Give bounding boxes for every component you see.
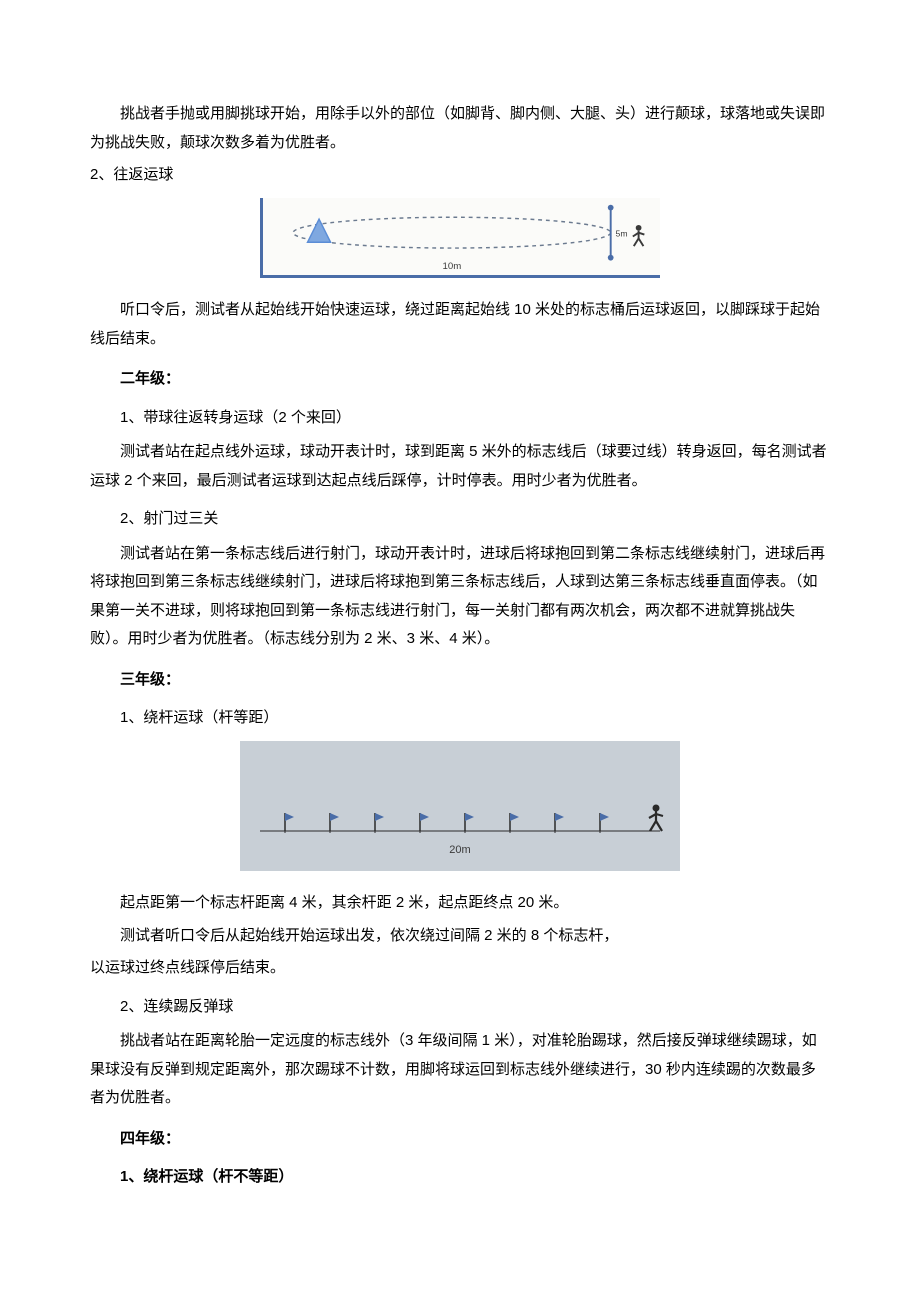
g4-item1-heading: 1、绕杆运球（杆不等距） [90,1163,830,1192]
grade-4-heading: 四年级： [90,1125,830,1154]
g2-item1-heading: 1、带球往返转身运球（2 个来回） [90,404,830,433]
g2-item1-body: 测试者站在起点线外运球，球动开表计时，球到距离 5 米外的标志线后（球要过线）转… [90,438,830,495]
flags-diagram: 20m [240,741,680,871]
svg-text:10m: 10m [443,261,462,272]
paragraph-intro: 挑战者手抛或用脚挑球开始，用除手以外的部位（如脚背、脚内侧、大腿、头）进行颠球，… [90,100,830,157]
item-2-heading: 2、往返运球 [90,161,830,190]
g2-item2-body: 测试者站在第一条标志线后进行射门，球动开表计时，进球后将球抱回到第二条标志线继续… [90,540,830,654]
g3-item1-heading: 1、绕杆运球（杆等距） [90,704,830,733]
g3-item2-body: 挑战者站在距离轮胎一定远度的标志线外（3 年级间隔 1 米），对准轮胎踢球，然后… [90,1027,830,1113]
paragraph-2: 听口令后，测试者从起始线开始快速运球，绕过距离起始线 10 米处的标志桶后运球返… [90,296,830,353]
g3-item1-body1: 起点距第一个标志杆距离 4 米，其余杆距 2 米，起点距终点 20 米。 [90,889,830,918]
diagram-1-wrap: 5m 10m [90,198,830,289]
g3-item2-heading: 2、连续踢反弹球 [90,993,830,1022]
svg-text:5m: 5m [616,228,628,238]
g3-item1-body3: 以运球过终点线踩停后结束。 [90,954,830,983]
cone-diagram: 5m 10m [260,198,660,278]
grade-3-heading: 三年级： [90,666,830,695]
g3-item1-body2: 测试者听口令后从起始线开始运球出发，依次绕过间隔 2 米的 8 个标志杆， [90,922,830,951]
svg-text:20m: 20m [449,844,470,856]
grade-2-heading: 二年级： [90,365,830,394]
g2-item2-heading: 2、射门过三关 [90,505,830,534]
diagram-2-wrap: 20m [90,741,830,882]
